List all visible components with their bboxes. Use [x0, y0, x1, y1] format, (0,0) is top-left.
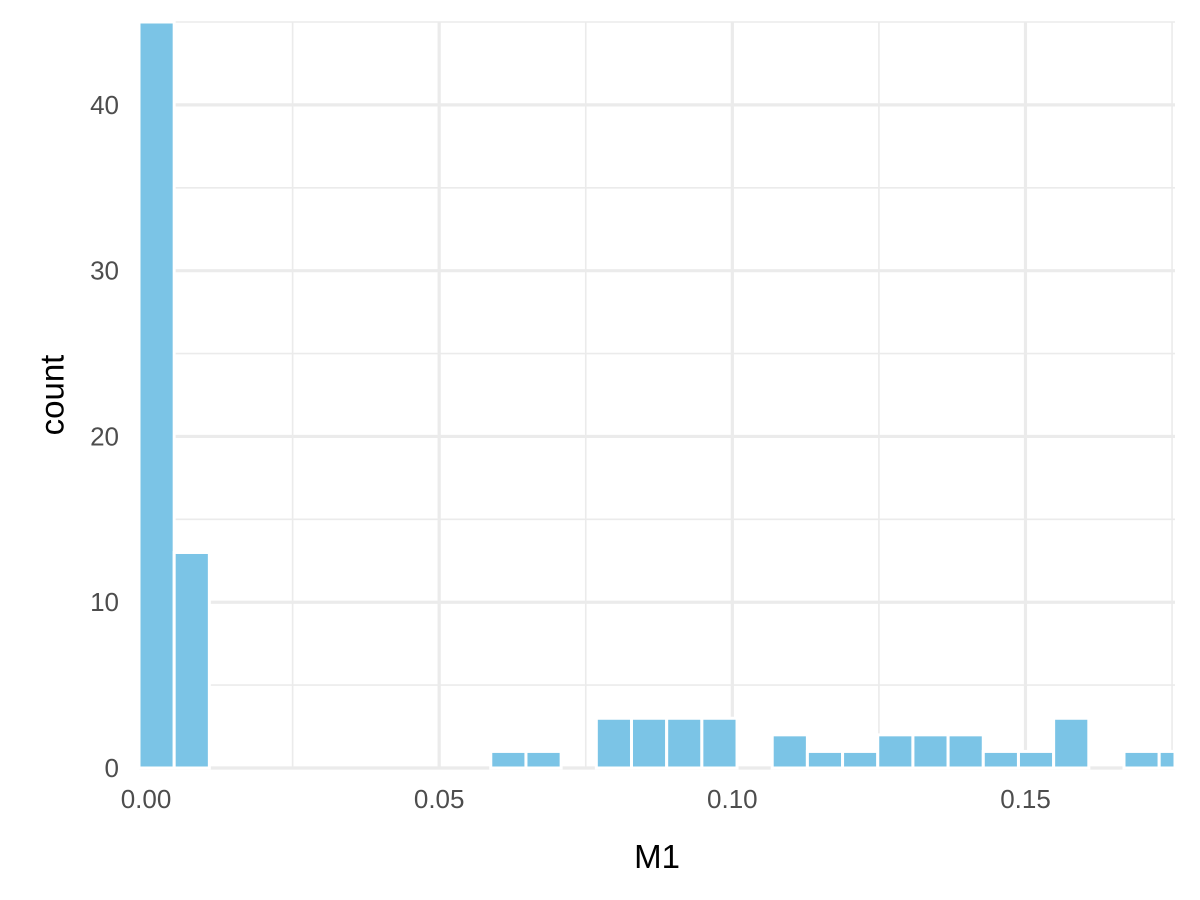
x-tick-label: 0.15	[1000, 784, 1051, 814]
plot-area	[139, 22, 1175, 768]
histogram-bar	[594, 716, 633, 770]
y-tick-label: 0	[105, 753, 119, 783]
y-axis-tick-labels: 0 10 20 30 40	[90, 90, 119, 783]
histogram-bars	[137, 20, 1177, 770]
histogram-bar	[665, 716, 704, 770]
minor-gridlines	[139, 21, 1175, 768]
histogram-bar	[524, 749, 563, 770]
histogram-bar	[805, 749, 845, 770]
histogram-bar	[489, 749, 528, 770]
x-tick-label: 0.05	[414, 784, 465, 814]
histogram-bar	[770, 733, 809, 770]
y-tick-label: 20	[90, 421, 119, 451]
histogram-bar	[1122, 749, 1161, 770]
y-tick-label: 40	[90, 90, 119, 120]
histogram-bar	[700, 716, 739, 770]
histogram-bar	[981, 749, 1020, 770]
histogram-bar	[1052, 716, 1091, 770]
histogram-bar	[629, 716, 669, 770]
histogram-bar	[137, 20, 176, 770]
histogram-bar	[1016, 749, 1056, 770]
x-tick-label: 0.00	[121, 784, 172, 814]
x-axis-tick-labels: 0.00 0.05 0.10 0.15	[121, 784, 1051, 814]
histogram-bar	[172, 550, 211, 770]
histogram-bar	[946, 733, 985, 770]
y-tick-label: 30	[90, 256, 119, 286]
histogram-bar	[1157, 749, 1177, 770]
histogram-bar	[911, 733, 950, 770]
histogram-bar	[876, 733, 915, 770]
y-tick-label: 10	[90, 587, 119, 617]
x-axis-title: M1	[634, 838, 680, 875]
histogram-bar	[841, 749, 880, 770]
x-tick-label: 0.10	[707, 784, 758, 814]
y-axis-title: count	[34, 355, 71, 436]
